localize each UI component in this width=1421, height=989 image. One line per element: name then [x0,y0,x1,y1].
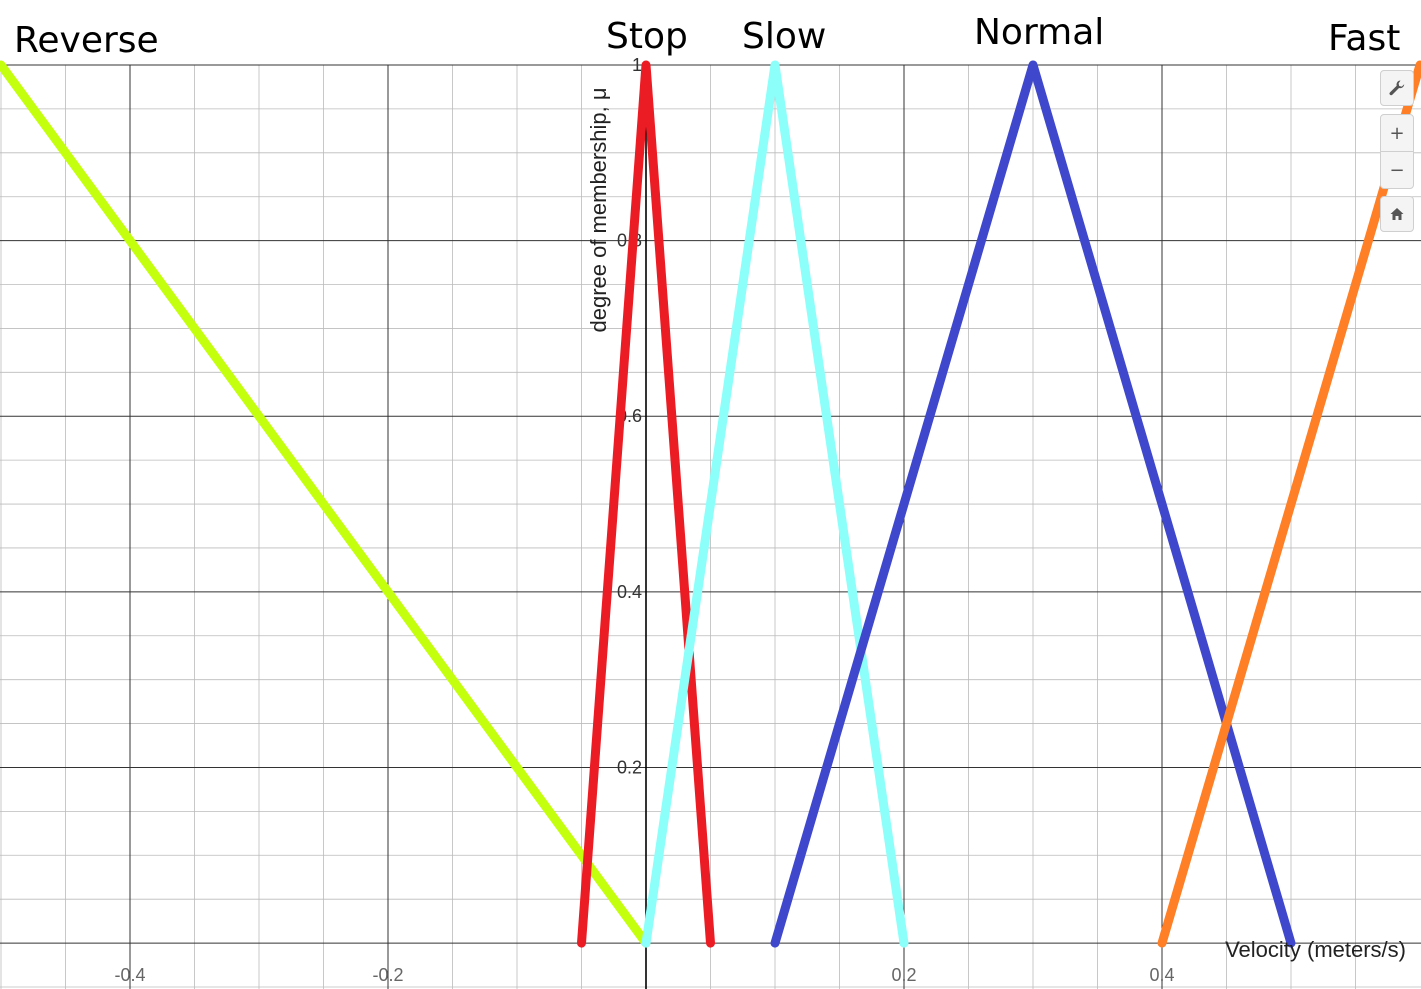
grid-minor [0,65,1421,989]
x-tick-label: 0.2 [891,965,916,985]
series-normal [770,60,1296,948]
zoom-in-button[interactable]: + [1380,114,1414,152]
y-tick-label: 0.2 [617,757,642,777]
label-slow: Slow [742,16,827,57]
series-lines [0,60,1421,948]
zoom-out-button[interactable]: − [1380,151,1414,189]
y-axis-label: degree of membership, μ [586,87,611,332]
label-normal: Normal [974,12,1105,53]
label-reverse: Reverse [14,20,159,61]
x-tick-label: -0.2 [372,965,403,985]
y-tick-label: 1 [632,55,642,75]
label-stop: Stop [606,16,688,57]
label-fast: Fast [1328,18,1401,59]
home-button[interactable] [1380,196,1414,232]
x-axis-label: Velocity (meters/s) [1225,937,1406,962]
series-fast [1157,60,1421,948]
wrench-icon [1389,80,1405,96]
series-reverse [0,60,651,948]
x-tick-label: -0.4 [114,965,145,985]
home-icon [1390,208,1404,220]
tick-labels: -0.4 -0.2 0.2 0.40.20.40.60.81 [114,55,1174,985]
settings-button[interactable] [1380,70,1414,106]
x-tick-label: 0.4 [1149,965,1174,985]
y-tick-label: 0.4 [617,582,642,602]
